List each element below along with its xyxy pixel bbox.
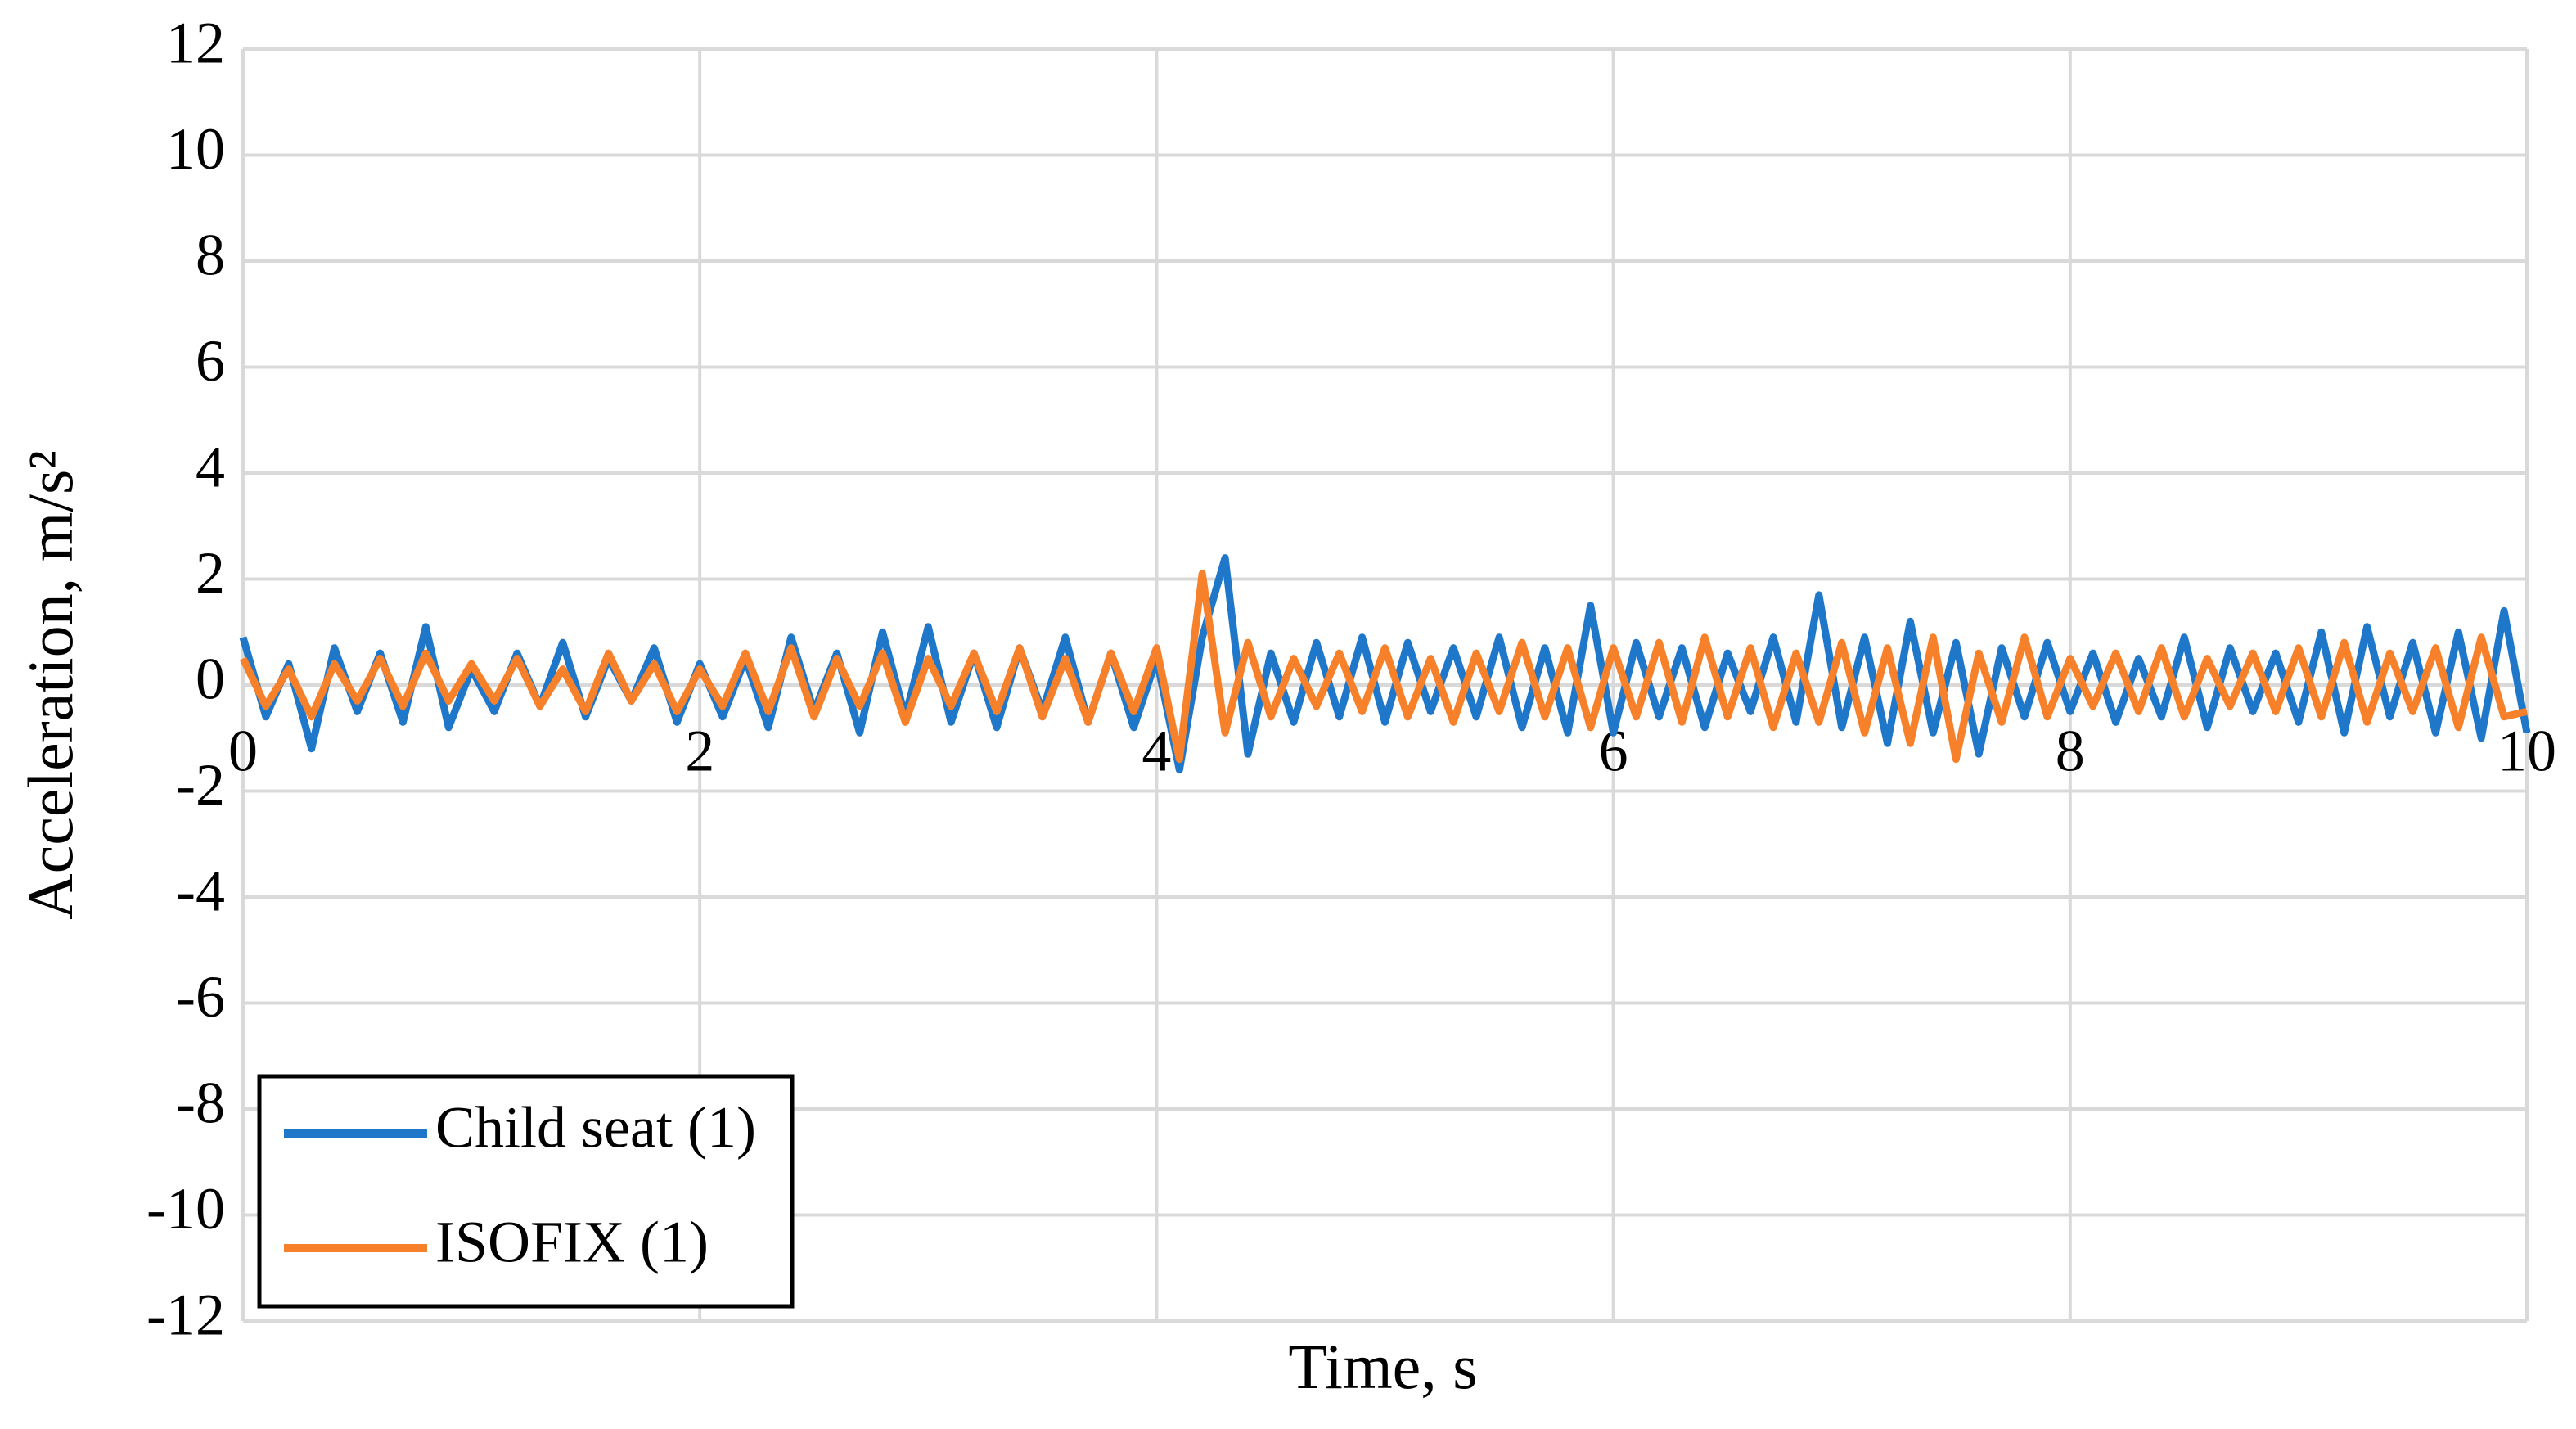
y-tick-label: -6: [176, 964, 225, 1030]
y-tick-label: -4: [176, 859, 225, 924]
x-axis-title: Time, s: [1288, 1331, 1477, 1402]
y-tick-label: -2: [176, 752, 225, 818]
y-tick-label: -12: [146, 1282, 225, 1348]
y-tick-label: -10: [146, 1176, 225, 1242]
legend-box: [257, 1074, 795, 1309]
x-tick-label: 8: [2056, 719, 2085, 784]
y-tick-label: 8: [196, 223, 225, 288]
series-line: [239, 570, 2529, 764]
y-tick-label: 10: [166, 116, 225, 182]
legend-label: Child seat (1): [435, 1095, 756, 1161]
x-tick-label: 2: [685, 719, 714, 784]
x-tick-label: 4: [1142, 719, 1171, 784]
legend: Child seat (1) ISOFIX (1): [257, 1074, 795, 1309]
y-tick-label: 12: [166, 11, 225, 76]
y-tick-label: 0: [196, 647, 225, 712]
y-tick-label: 4: [196, 435, 225, 500]
y-tick-label: 6: [196, 328, 225, 394]
legend-label: ISOFIX (1): [435, 1210, 709, 1275]
y-tick-label: 2: [196, 540, 225, 606]
y-axis-title: Acceleration, m/s²: [15, 450, 86, 920]
x-tick-label: 0: [228, 719, 258, 784]
y-tick-label: -8: [176, 1071, 225, 1136]
